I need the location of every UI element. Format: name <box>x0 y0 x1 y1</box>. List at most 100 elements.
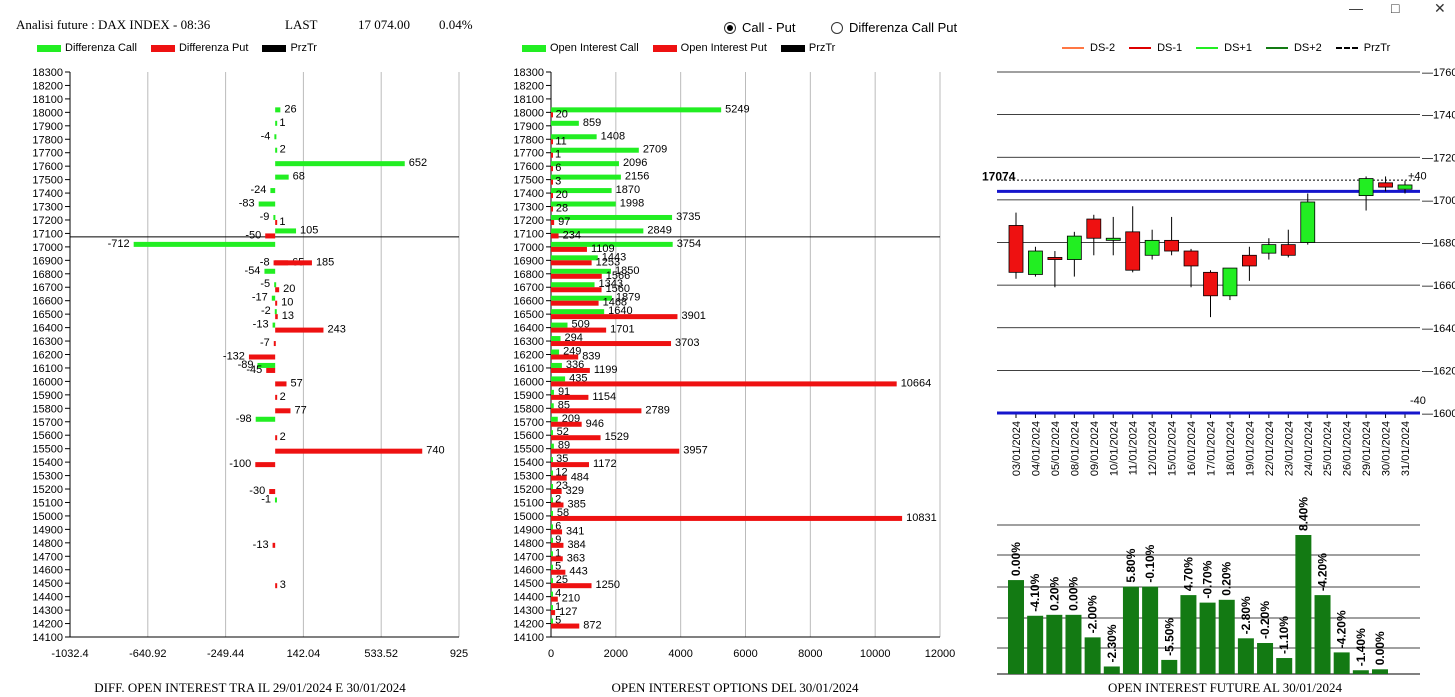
strike-label: 17000 <box>32 242 63 254</box>
bar-value-label: -100 <box>229 458 251 470</box>
bar-put <box>275 435 278 441</box>
bar-call <box>551 416 558 422</box>
bar-value-label: 1172 <box>593 458 617 470</box>
candle-body <box>1203 271 1218 297</box>
bar-value-label: 341 <box>566 525 584 537</box>
strike-label: 15500 <box>32 444 63 456</box>
strike-label: 15700 <box>513 417 544 429</box>
strike-label: 15300 <box>32 471 63 483</box>
bar-value-label: 1154 <box>592 391 616 403</box>
bar-put <box>551 515 903 521</box>
bar-call <box>275 174 289 180</box>
radio-diff-call-put[interactable]: Differenza Call Put <box>831 20 957 35</box>
bar-value-label: 1529 <box>605 431 629 443</box>
candle-body <box>1183 250 1199 267</box>
legend-swatch-black <box>262 44 287 52</box>
radio-off-icon[interactable] <box>831 21 843 34</box>
close-icon[interactable]: ✕ <box>1434 0 1446 16</box>
bar-call <box>275 120 278 126</box>
bar-value-label: 10 <box>281 297 293 309</box>
bar-put <box>269 489 276 495</box>
bar-value-label: 20 <box>556 108 568 120</box>
y-tick-label: —17400 <box>1422 110 1455 122</box>
bar-put <box>265 233 276 239</box>
strike-label: 18100 <box>32 94 63 106</box>
oi-future-label: 4.70% <box>1181 557 1195 591</box>
strike-label: 17600 <box>513 161 544 173</box>
bar-call <box>133 241 276 247</box>
bar-value-label: 363 <box>567 552 585 564</box>
bar-put <box>255 462 276 468</box>
price-label: 17074 <box>982 169 1016 183</box>
strike-label: 17200 <box>513 215 544 227</box>
date-label: 04/01/2024 <box>1030 421 1042 476</box>
footer-oi: OPEN INTEREST OPTIONS DEL 30/01/2024 <box>611 680 859 695</box>
legend-swatch-red <box>652 44 677 52</box>
legend-swatch-red <box>150 44 175 52</box>
bar-put <box>551 421 582 427</box>
strike-label: 18300 <box>513 67 544 79</box>
bar-value-label: 1 <box>555 547 561 559</box>
bar-put <box>275 314 278 320</box>
radio-call-put[interactable]: Call - Put <box>724 20 795 35</box>
bar-put <box>551 327 607 333</box>
bar-value-label: 5 <box>555 615 561 627</box>
strike-label: 14500 <box>513 578 544 590</box>
bar-call <box>551 497 553 503</box>
bar-call <box>551 524 553 530</box>
maximize-icon[interactable]: □ <box>1391 0 1400 16</box>
bar-call <box>270 188 276 194</box>
strike-label: 14800 <box>32 538 63 550</box>
legend-candles: DS-2 DS-1 DS+1 DS+2 PrzTr <box>1062 42 1404 54</box>
bar-value-label: 1408 <box>601 130 625 142</box>
strike-label: 14600 <box>513 565 544 577</box>
legend-diff: Differenza Call Differenza Put PrzTr <box>37 42 331 54</box>
date-label: 31/01/2024 <box>1400 421 1412 476</box>
bar-put <box>551 219 555 225</box>
candle-body <box>1066 235 1082 260</box>
date-label: 16/01/2024 <box>1186 421 1198 476</box>
bar-call <box>551 618 553 624</box>
bar-call <box>551 551 553 557</box>
bar-call <box>551 161 619 167</box>
bar-put <box>275 381 287 387</box>
bar-value-label: 3901 <box>681 310 705 322</box>
bar-value-label: 384 <box>567 539 585 551</box>
strike-label: 15600 <box>513 430 544 442</box>
bar-put <box>248 354 276 360</box>
bar-value-label: -83 <box>239 198 255 210</box>
legend-label: DS+2 <box>1293 42 1322 54</box>
strike-label: 17300 <box>513 202 544 214</box>
date-label: 30/01/2024 <box>1381 421 1393 476</box>
bar-value-label: 9 <box>555 534 561 546</box>
bar-value-label: 28 <box>556 203 568 215</box>
radio-on-icon[interactable] <box>724 21 736 34</box>
bar-value-label: -1 <box>261 493 271 505</box>
strike-label: 16600 <box>32 296 63 308</box>
bar-call <box>274 309 277 315</box>
bar-value-label: 127 <box>559 606 577 618</box>
minimize-icon[interactable]: — <box>1349 0 1363 16</box>
bar-put <box>275 287 280 293</box>
oi-future-bar <box>1352 670 1369 674</box>
bar-call <box>275 107 281 113</box>
legend-label: DS+1 <box>1224 42 1252 54</box>
strike-label: 17100 <box>32 228 63 240</box>
footer-future: OPEN INTEREST FUTURE AL 30/01/2024 <box>1107 680 1342 695</box>
bar-value-label: 1879 <box>616 292 640 304</box>
legend-oi: Open Interest Call Open Interest Put Prz… <box>522 42 849 54</box>
strike-label: 17400 <box>32 188 63 200</box>
bar-call <box>551 564 553 570</box>
candle-body <box>1280 244 1296 256</box>
date-label: 18/01/2024 <box>1225 421 1237 476</box>
bar-value-label: 3735 <box>676 211 700 223</box>
strike-label: 16700 <box>513 282 544 294</box>
bar-value-label: -9 <box>260 211 270 223</box>
bar-put <box>551 287 602 293</box>
strike-label: 15300 <box>513 471 544 483</box>
strike-label: 15100 <box>513 497 544 509</box>
strike-label: 16200 <box>32 350 63 362</box>
strike-label: 15200 <box>513 484 544 496</box>
bar-put <box>551 623 580 629</box>
bar-value-label: 2 <box>555 493 561 505</box>
